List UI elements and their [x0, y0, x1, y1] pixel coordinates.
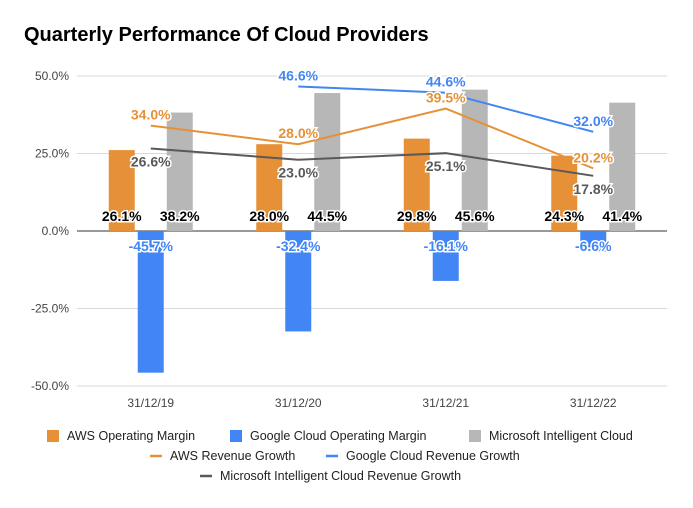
- bar: [580, 231, 607, 252]
- bar-data-label: 44.5%: [307, 208, 347, 224]
- line-data-label: 26.6%: [131, 154, 171, 170]
- legend-label: Google Cloud Operating Margin: [250, 429, 427, 443]
- line-data-label: 20.2%: [573, 149, 613, 165]
- y-tick-label: -25.0%: [31, 302, 69, 316]
- legend-label: Google Cloud Revenue Growth: [346, 449, 520, 463]
- bar: [314, 93, 341, 231]
- chart-title: Quarterly Performance Of Cloud Providers: [24, 24, 429, 46]
- bar-data-label: -16.1%: [424, 238, 469, 254]
- legend-label: Microsoft Intelligent Cloud: [489, 429, 633, 443]
- bar-data-label: 24.3%: [544, 208, 584, 224]
- line-data-label: 32.0%: [573, 113, 613, 129]
- line-data-label: 34.0%: [131, 107, 171, 123]
- bar: [432, 231, 459, 281]
- legend-label: Microsoft Intelligent Cloud Revenue Grow…: [220, 469, 461, 483]
- bar-data-label: 29.8%: [397, 208, 437, 224]
- x-tick-label: 31/12/20: [275, 396, 322, 410]
- bar-data-label: 38.2%: [160, 208, 200, 224]
- y-tick-label: -50.0%: [31, 379, 69, 393]
- bar-data-label: 26.1%: [102, 208, 142, 224]
- x-tick-label: 31/12/21: [422, 396, 469, 410]
- y-tick-label: 0.0%: [42, 224, 70, 238]
- bar-data-label: -32.4%: [276, 238, 321, 254]
- bar-data-label: 45.6%: [455, 208, 495, 224]
- x-tick-label: 31/12/22: [570, 396, 617, 410]
- series-line: [298, 85, 594, 133]
- x-tick-label: 31/12/19: [127, 396, 174, 410]
- line-data-label: 46.6%: [278, 68, 318, 84]
- legend-swatch: [469, 430, 481, 442]
- legend-swatch: [47, 430, 59, 442]
- legend-label: AWS Operating Margin: [67, 429, 195, 443]
- legend-label: AWS Revenue Growth: [170, 449, 295, 463]
- line-data-label: 39.5%: [426, 90, 466, 106]
- series-line: [150, 107, 594, 170]
- legend-swatch: [230, 430, 242, 442]
- line-data-label: 44.6%: [426, 74, 466, 90]
- bar-data-label: 28.0%: [249, 208, 289, 224]
- bar-data-label: -6.6%: [575, 238, 612, 254]
- line-data-label: 17.8%: [573, 181, 613, 197]
- bar: [108, 150, 135, 231]
- line-data-label: 28.0%: [278, 125, 318, 141]
- bar: [461, 89, 488, 231]
- bar: [166, 112, 193, 231]
- line-data-label: 25.1%: [426, 158, 466, 174]
- bar-data-label: -45.7%: [129, 238, 174, 254]
- bar-data-label: 41.4%: [602, 208, 642, 224]
- line-data-label: 23.0%: [278, 165, 318, 181]
- y-tick-label: 50.0%: [35, 69, 69, 83]
- series-line: [150, 147, 594, 177]
- bar: [551, 155, 578, 231]
- bar: [285, 231, 312, 332]
- y-tick-label: 25.0%: [35, 147, 69, 161]
- bar: [137, 231, 164, 373]
- bar: [609, 102, 636, 231]
